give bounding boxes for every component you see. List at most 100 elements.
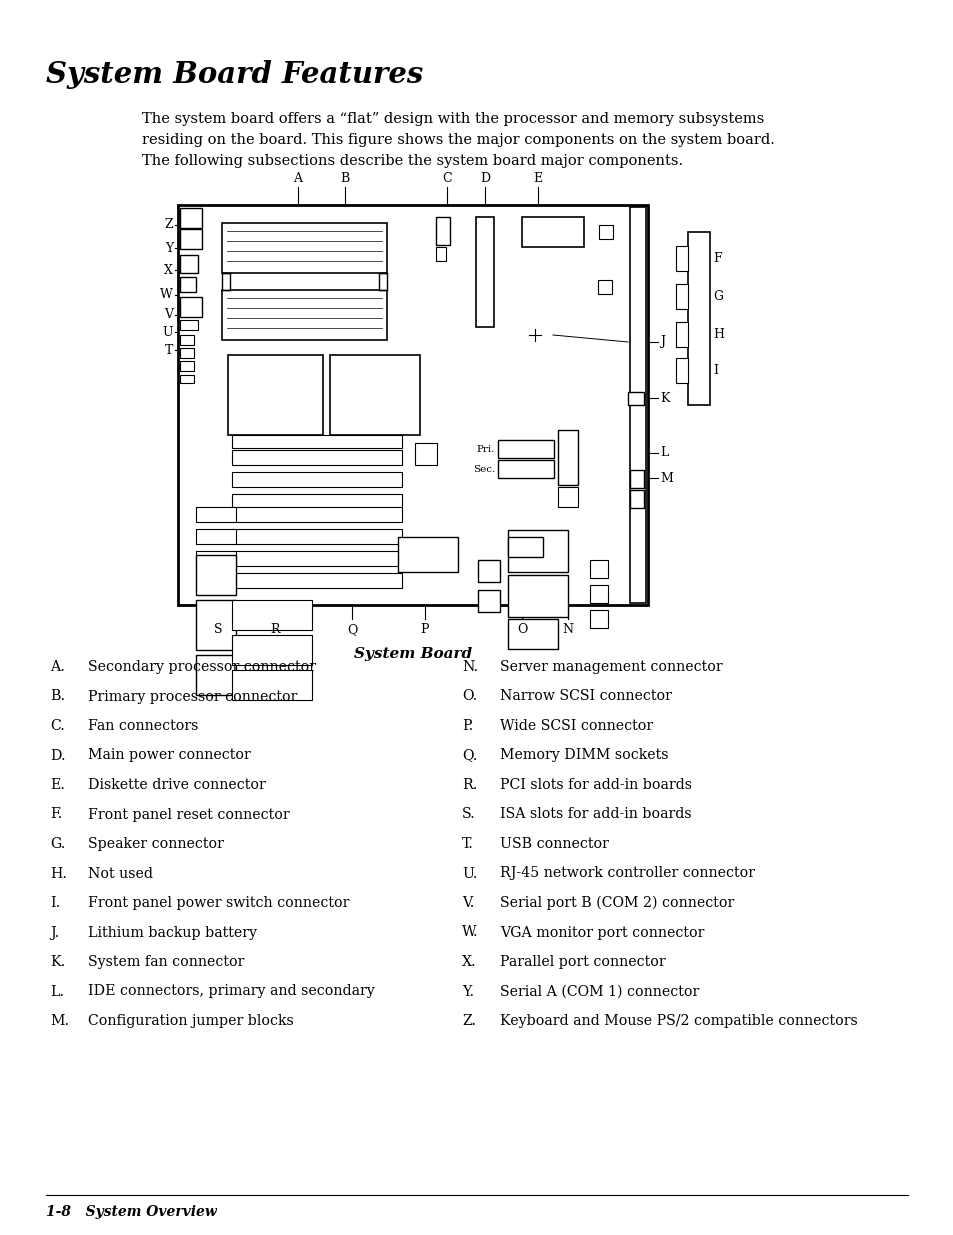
- Text: U: U: [162, 326, 172, 338]
- Text: B.: B.: [50, 689, 65, 704]
- Bar: [497, 440, 554, 458]
- Text: S.: S.: [461, 808, 476, 821]
- Text: Front panel reset connector: Front panel reset connector: [88, 808, 290, 821]
- Text: H.: H.: [50, 867, 67, 881]
- Text: A: A: [294, 172, 302, 185]
- Text: Y: Y: [165, 242, 172, 254]
- Bar: [232, 508, 401, 522]
- Bar: [178, 205, 647, 605]
- Bar: [180, 348, 193, 358]
- Bar: [476, 217, 494, 327]
- Text: G.: G.: [50, 837, 66, 851]
- Bar: [180, 207, 202, 228]
- Text: Speaker connector: Speaker connector: [88, 837, 224, 851]
- Bar: [232, 551, 401, 566]
- Text: K: K: [659, 391, 669, 405]
- Bar: [180, 335, 193, 345]
- Text: ISA slots for add-in boards: ISA slots for add-in boards: [499, 808, 691, 821]
- Text: E: E: [533, 172, 542, 185]
- Bar: [558, 430, 578, 485]
- Text: Memory DIMM sockets: Memory DIMM sockets: [499, 748, 668, 762]
- Text: B: B: [340, 172, 349, 185]
- Text: Z: Z: [164, 219, 172, 231]
- Bar: [627, 391, 643, 405]
- Bar: [180, 296, 202, 317]
- Text: X: X: [164, 263, 172, 277]
- Bar: [232, 494, 401, 509]
- Text: U.: U.: [461, 867, 476, 881]
- Bar: [629, 490, 643, 508]
- Bar: [228, 354, 323, 435]
- Text: M: M: [659, 472, 672, 484]
- Bar: [180, 320, 198, 330]
- Text: RJ-45 network controller connector: RJ-45 network controller connector: [499, 867, 754, 881]
- Bar: [497, 459, 554, 478]
- Text: V.: V.: [461, 897, 474, 910]
- Text: I.: I.: [50, 897, 60, 910]
- Text: W.: W.: [461, 925, 478, 940]
- Text: F.: F.: [50, 808, 62, 821]
- Text: System Board Features: System Board Features: [46, 61, 423, 89]
- Text: M.: M.: [50, 1014, 69, 1028]
- Bar: [507, 576, 567, 618]
- Text: Configuration jumper blocks: Configuration jumper blocks: [88, 1014, 294, 1028]
- Bar: [232, 635, 312, 664]
- Text: PCI slots for add-in boards: PCI slots for add-in boards: [499, 778, 691, 792]
- Text: J.: J.: [50, 925, 59, 940]
- Bar: [676, 246, 687, 270]
- Bar: [676, 284, 687, 309]
- Bar: [598, 225, 613, 240]
- Bar: [676, 358, 687, 383]
- Text: System Board: System Board: [354, 647, 472, 661]
- Text: E.: E.: [50, 778, 65, 792]
- Text: Lithium backup battery: Lithium backup battery: [88, 925, 256, 940]
- Text: A.: A.: [50, 659, 65, 674]
- Bar: [598, 280, 612, 294]
- Text: N: N: [562, 622, 573, 636]
- Text: R: R: [270, 622, 279, 636]
- Text: I: I: [712, 363, 718, 377]
- Text: D: D: [479, 172, 490, 185]
- Bar: [180, 228, 202, 249]
- Text: Y.: Y.: [461, 984, 474, 999]
- Bar: [180, 254, 198, 273]
- Bar: [195, 555, 235, 595]
- Bar: [222, 290, 387, 340]
- Text: Main power connector: Main power connector: [88, 748, 251, 762]
- Bar: [397, 537, 457, 572]
- Bar: [378, 273, 387, 290]
- Text: Front panel power switch connector: Front panel power switch connector: [88, 897, 349, 910]
- Bar: [629, 471, 643, 488]
- Text: S: S: [213, 622, 222, 636]
- Text: X.: X.: [461, 955, 476, 969]
- Text: Serial port B (COM 2) connector: Serial port B (COM 2) connector: [499, 897, 734, 910]
- Text: O: O: [517, 622, 527, 636]
- Text: T.: T.: [461, 837, 474, 851]
- Text: Q: Q: [347, 622, 356, 636]
- Text: P.: P.: [461, 719, 473, 734]
- Text: D.: D.: [50, 748, 66, 762]
- Bar: [507, 619, 558, 650]
- Text: Fan connectors: Fan connectors: [88, 719, 198, 734]
- Bar: [507, 537, 542, 557]
- Bar: [232, 450, 401, 466]
- Bar: [195, 600, 235, 650]
- Bar: [222, 273, 230, 290]
- Bar: [232, 573, 401, 588]
- Bar: [232, 472, 401, 487]
- Text: Diskette drive connector: Diskette drive connector: [88, 778, 266, 792]
- Bar: [589, 559, 607, 578]
- Text: C: C: [442, 172, 452, 185]
- Bar: [477, 559, 499, 582]
- Text: Q.: Q.: [461, 748, 476, 762]
- Text: J: J: [659, 336, 664, 348]
- Text: 1-8   System Overview: 1-8 System Overview: [46, 1205, 216, 1219]
- Bar: [521, 217, 583, 247]
- Bar: [436, 247, 446, 261]
- Text: L: L: [659, 447, 667, 459]
- Text: Pri.: Pri.: [476, 445, 495, 453]
- Bar: [629, 207, 645, 603]
- Bar: [687, 232, 709, 405]
- Text: W: W: [160, 289, 172, 301]
- Text: USB connector: USB connector: [499, 837, 608, 851]
